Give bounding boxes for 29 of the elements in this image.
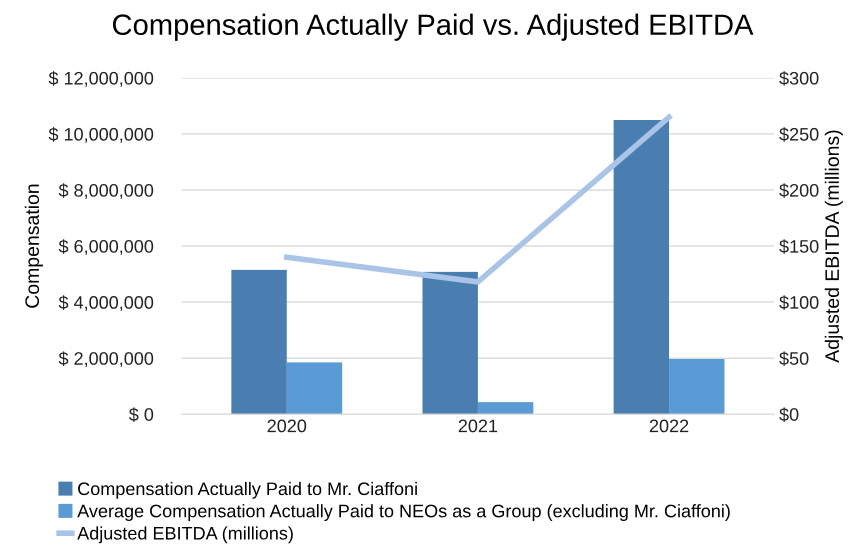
- y2-tick-label: $50: [779, 351, 808, 366]
- bar: [614, 120, 670, 414]
- x-tick-label: 2020: [268, 420, 306, 432]
- bar: [422, 272, 478, 414]
- legend-label: Average Compensation Actually Paid to NEOs as a Group (excluding Mr. Ciaffoni): [77, 504, 730, 521]
- bar: [231, 270, 287, 414]
- y2-tick-label: $0: [779, 407, 798, 422]
- legend-label: Adjusted EBITDA (millions): [77, 526, 293, 544]
- y-tick-label: $ 6,000,000: [58, 239, 154, 255]
- chart-title: Compensation Actually Paid vs. Adjusted EBITDA: [112, 14, 754, 41]
- y2-tick-label: $300: [779, 71, 818, 86]
- bar: [286, 362, 342, 414]
- y-tick-label: $ 2,000,000: [58, 351, 154, 368]
- y2-axis-title: Adjusted EBITDA (millions): [824, 130, 843, 363]
- legend-label: Compensation Actually Paid to Mr. Ciaffoni: [78, 482, 417, 499]
- x-tick-label: 2022: [650, 420, 688, 432]
- y2-tick-label: $150: [779, 239, 818, 254]
- x-tick-label: 2021: [458, 420, 498, 432]
- y-tick-label: $ 10,000,000: [48, 127, 154, 143]
- y2-tick-label: $250: [779, 127, 818, 142]
- y2-tick-label: $100: [779, 295, 818, 310]
- y-tick-label: $ 0: [128, 407, 154, 422]
- bar: [669, 358, 724, 414]
- bar: [478, 402, 534, 414]
- y-tick-label: $ 12,000,000: [48, 71, 154, 87]
- y-tick-label: $ 4,000,000: [58, 295, 154, 311]
- y-axis-title: Compensation: [24, 184, 43, 308]
- y2-tick-label: $200: [779, 183, 818, 198]
- y-tick-label: $ 8,000,000: [58, 183, 154, 199]
